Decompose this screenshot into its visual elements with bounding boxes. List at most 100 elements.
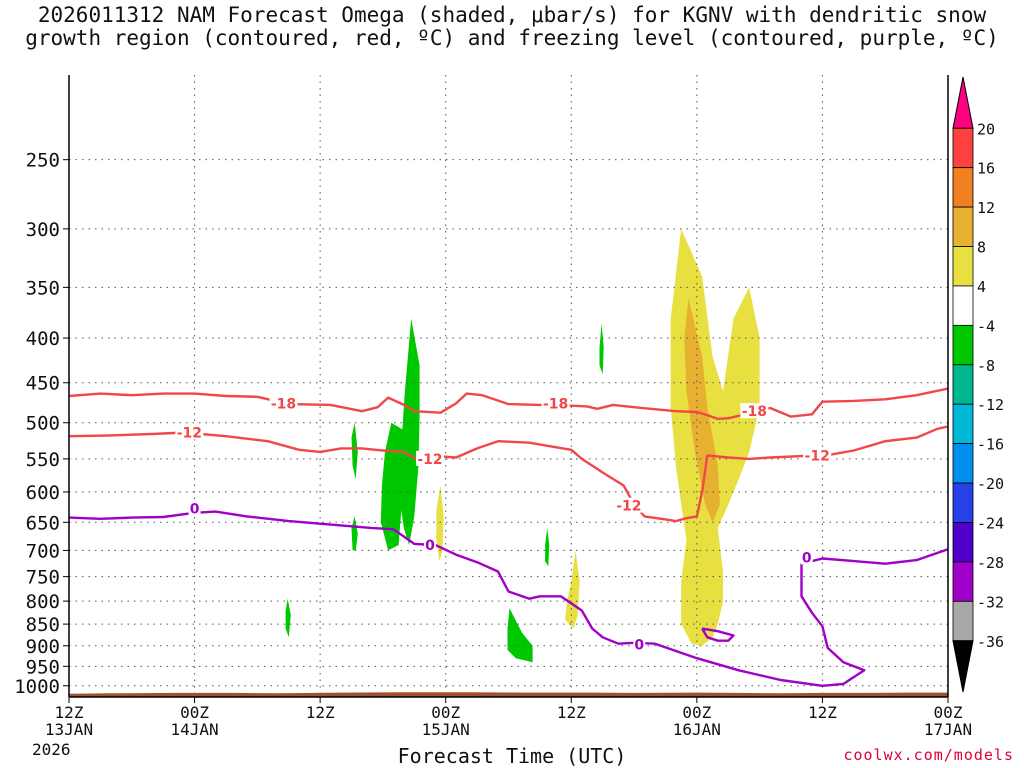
contour-label-freezing-level-0-3: 0 [802,550,812,566]
x-tick-label-time-3: 00Z [431,703,460,722]
colorbar-swatch-11 [952,522,974,563]
contour-label-bg-freezing-level-0-3 [800,549,813,565]
colorbar-label-5: -4 [977,317,995,335]
shaded-omega-neg-4-8-g [545,528,550,567]
colorbar-swatch-8 [952,403,974,445]
colorbar-top-arrow [952,76,974,129]
x-tick-label-date-1: 14JAN [170,720,218,739]
colorbar-label-1: 16 [977,160,995,178]
colorbar-swatch-2 [952,167,974,208]
contour-label-dgz-minus-12-2: -12 [616,499,641,515]
colorbar-label-12: -32 [977,593,1004,611]
x-tick-label-date-7: 17JAN [924,720,972,739]
contour-label-bg-dgz-minus-12-3 [803,447,832,463]
shaded-omega-neg-4-8-cluster [380,422,406,551]
colorbar-swatch-1 [952,127,974,169]
colorbar-label-9: -20 [977,475,1004,493]
y-tick-label-650: 650 [26,512,60,534]
y-tick-label-800: 800 [26,591,60,613]
colorbar-swatch-9 [952,443,974,484]
y-tick-label-750: 750 [26,567,60,589]
shaded-omega-pos-4-8-b [565,550,580,629]
contour-freezing-level-0 [68,510,949,687]
contour-freezing-level-small-loop [701,627,735,642]
contour-label-dgz-minus-12-3: -12 [805,448,830,464]
contour-label-freezing-level-0-2: 0 [634,638,644,654]
contour-label-bg-freezing-level-0-1 [424,536,437,552]
colorbar-swatch-7 [952,364,974,405]
plot-area [69,75,948,697]
y-tick-label-350: 350 [26,277,60,299]
x-tick-label-time-5: 00Z [682,703,711,722]
contour-label-dgz-minus-12-0: -12 [177,425,202,441]
colorbar-label-8: -16 [977,436,1004,454]
colorbar-bottom-arrow [952,640,974,693]
colorbar-swatch-12 [952,561,974,602]
y-tick-label-250: 250 [26,150,60,172]
x-tick-label-date-0: 13JAN [45,720,93,739]
x-tick-label-time-6: 12Z [808,703,837,722]
y-tick-label-500: 500 [26,413,60,435]
y-tick-label-1000: 1000 [14,676,60,698]
contour-label-bg-dgz-minus-18-2 [740,403,769,419]
shaded-omega-neg-4-8-e [285,598,291,638]
contour-dgz-minus-18 [68,387,949,421]
contour-label-dgz-minus-18-1: -18 [543,396,568,412]
site-credit[interactable]: coolwx.com/models [843,746,1014,764]
colorbar-swatch-13 [952,600,974,642]
y-tick-label-600: 600 [26,482,60,504]
contour-label-bg-freezing-level-0-0 [188,500,201,516]
colorbar-label-11: -28 [977,554,1004,572]
colorbar-label-10: -24 [977,514,1004,532]
x-tick-label-time-1: 00Z [180,703,209,722]
chart-title: 2026011312 NAM Forecast Omega (shaded, μ… [25,3,999,50]
colorbar-swatch-5 [952,285,974,326]
colorbar-label-7: -12 [977,396,1004,414]
x-tick-label-date-3: 15JAN [422,720,470,739]
colorbar-label-0: 20 [977,120,995,138]
y-tick-label-950: 950 [26,656,60,678]
contour-label-dgz-minus-12-1: -12 [417,452,442,468]
colorbar-swatch-3 [952,206,974,247]
colorbar-label-3: 8 [977,239,986,257]
colorbar-label-13: -36 [977,633,1004,651]
contour-label-dgz-minus-18-2: -18 [742,404,767,420]
colorbar-label-6: -8 [977,357,995,375]
colorbar-swatch-10 [952,482,974,523]
shaded-omega-neg-4-8-main [398,318,420,545]
y-tick-label-450: 450 [26,373,60,395]
x-tick-label-date-5: 16JAN [673,720,721,739]
contour-label-bg-dgz-minus-18-0 [269,395,298,411]
shaded-omega-neg-4-8-h [599,323,604,375]
y-tick-label-700: 700 [26,540,60,562]
colorbar-swatch-6 [952,324,974,366]
contour-label-bg-dgz-minus-12-1 [416,450,445,466]
contour-label-dgz-minus-18-0: -18 [271,396,296,412]
shaded-omega-neg-4-8-c [351,422,358,480]
contour-label-bg-dgz-minus-12-0 [175,424,204,440]
y-tick-label-900: 900 [26,636,60,658]
terrain [69,692,948,697]
shaded-omega-pos-8-12-core [684,298,720,523]
shaded-omega-pos-4-8-a [436,485,444,562]
y-tick-label-400: 400 [26,328,60,350]
shaded-omega-neg-4-8-d [351,516,358,551]
x-tick-label-time-0: 12Z [55,703,84,722]
contour-dgz-minus-12 [68,425,949,523]
x-tick-label-time-2: 12Z [306,703,335,722]
x-tick-label-time-7: 00Z [934,703,963,722]
y-tick-label-300: 300 [26,219,60,241]
contour-label-freezing-level-0-1: 0 [425,538,435,554]
colorbar-label-2: 12 [977,199,995,217]
y-tick-label-850: 850 [26,614,60,636]
x-axis-title: Forecast Time (UTC) [397,744,627,768]
start-year-label: 2026 [32,740,71,759]
contour-label-bg-dgz-minus-18-1 [541,395,570,411]
contour-label-bg-dgz-minus-12-2 [614,497,643,513]
contour-label-bg-freezing-level-0-2 [633,636,646,652]
contour-label-freezing-level-0-0: 0 [190,502,200,518]
x-tick-label-time-4: 12Z [557,703,586,722]
colorbar-label-4: 4 [977,278,986,296]
shaded-omega-neg-4-8-f [507,608,533,663]
